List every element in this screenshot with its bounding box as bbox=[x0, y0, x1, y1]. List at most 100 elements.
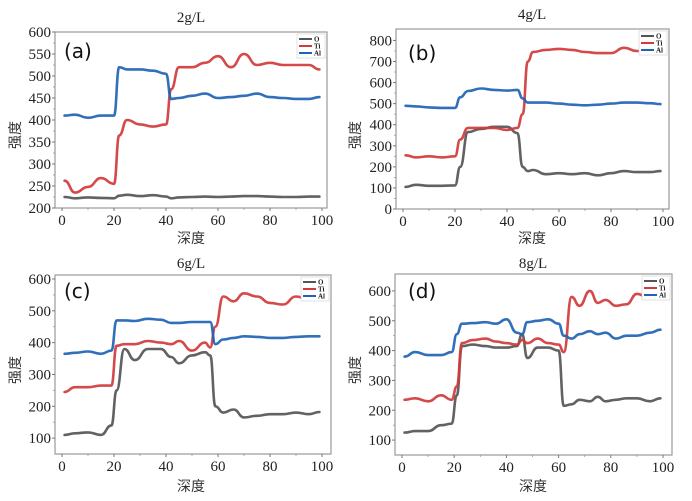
chart-title: 2g/L bbox=[177, 10, 205, 26]
y-tick-label: 400 bbox=[369, 344, 392, 360]
x-tick-label: 20 bbox=[448, 214, 463, 230]
y-ticks: 100 200 300 400 500 600 bbox=[29, 272, 55, 447]
legend-label: O bbox=[314, 36, 320, 44]
x-tick-label: 80 bbox=[263, 213, 278, 229]
x-tick-label: 20 bbox=[107, 459, 122, 475]
series-line-ti bbox=[403, 289, 662, 403]
y-tick-label: 500 bbox=[370, 97, 393, 113]
y-tick-label: 700 bbox=[370, 55, 393, 71]
x-tick-label: 100 bbox=[311, 213, 334, 229]
x-axis-label: 深度 bbox=[177, 231, 205, 247]
x-tick-label: 80 bbox=[604, 214, 619, 230]
series-line-al bbox=[63, 65, 321, 120]
y-tick-label: 600 bbox=[29, 25, 52, 41]
y-tick-label: 800 bbox=[370, 33, 393, 49]
x-ticks: 0 20 40 60 80 100 bbox=[399, 209, 674, 230]
x-tick-label: 40 bbox=[500, 214, 515, 230]
legend-label: Ti bbox=[314, 43, 321, 51]
y-tick-label: 300 bbox=[370, 139, 393, 155]
y-tick-label: 300 bbox=[29, 157, 52, 173]
panel-label: (c) bbox=[64, 279, 91, 303]
y-axis-label: 强度 bbox=[348, 356, 364, 384]
y-tick-label: 300 bbox=[369, 373, 392, 389]
x-tick-label: 0 bbox=[398, 460, 406, 476]
x-tick-label: 20 bbox=[107, 213, 122, 229]
x-axis-label: 深度 bbox=[518, 231, 546, 247]
x-tick-label: 60 bbox=[552, 214, 567, 230]
series-line-o bbox=[404, 125, 662, 189]
x-tick-label: 40 bbox=[159, 213, 174, 229]
y-tick-label: 100 bbox=[369, 433, 392, 449]
x-tick-label: 60 bbox=[211, 213, 226, 229]
y-tick-label: 200 bbox=[370, 160, 393, 176]
series-lines bbox=[404, 46, 662, 189]
x-tick-label: 80 bbox=[263, 459, 278, 475]
y-tick-label: 600 bbox=[370, 76, 393, 92]
legend-label: Ti bbox=[659, 285, 666, 293]
series-line-al bbox=[403, 318, 662, 358]
chart-title: 8g/L bbox=[519, 256, 547, 272]
series-line-o bbox=[63, 347, 321, 437]
x-tick-label: 60 bbox=[551, 460, 566, 476]
x-tick-label: 0 bbox=[58, 213, 66, 229]
series-line-al bbox=[404, 87, 662, 110]
series-line-al bbox=[63, 317, 321, 356]
series-lines bbox=[63, 52, 321, 200]
y-ticks: 100 200 300 400 500 600 bbox=[369, 284, 395, 449]
series-line-o bbox=[63, 193, 321, 200]
y-axis-label: 强度 bbox=[348, 121, 364, 149]
x-ticks: 0 20 40 60 80 100 bbox=[398, 455, 674, 476]
x-ticks: 0 20 40 60 80 100 bbox=[58, 208, 333, 229]
legend-label: Al bbox=[314, 50, 321, 58]
y-ticks: 0 100 200 300 400 500 600 700 800 bbox=[370, 33, 396, 218]
panel-c: 6g/L (c) 深度 强度 0 20 40 60 80 100 100 200 300 400… bbox=[8, 256, 333, 495]
y-tick-label: 200 bbox=[29, 399, 52, 415]
legend-label: Al bbox=[656, 47, 663, 55]
series-line-ti bbox=[63, 292, 321, 394]
panel-b: 4g/L (b) 深度 强度 0 20 40 60 80 100 0 100 200 300 40… bbox=[348, 7, 674, 247]
y-tick-label: 500 bbox=[29, 69, 52, 85]
y-tick-label: 400 bbox=[29, 113, 52, 129]
x-tick-label: 100 bbox=[311, 459, 334, 475]
y-tick-label: 500 bbox=[369, 314, 392, 330]
y-tick-label: 400 bbox=[370, 118, 393, 134]
y-tick-label: 100 bbox=[29, 431, 52, 447]
panel-d: 8g/L (d) 深度 强度 0 20 40 60 80 100 100 200 300 400… bbox=[348, 256, 674, 495]
series-line-ti bbox=[404, 46, 662, 159]
x-tick-label: 40 bbox=[159, 459, 174, 475]
x-tick-label: 60 bbox=[211, 459, 226, 475]
chart-title: 4g/L bbox=[518, 7, 546, 23]
series-lines bbox=[63, 292, 321, 437]
x-tick-label: 100 bbox=[652, 214, 675, 230]
y-tick-label: 200 bbox=[29, 201, 52, 217]
y-tick-label: 0 bbox=[385, 202, 393, 218]
y-tick-label: 600 bbox=[369, 284, 392, 300]
legend-label: O bbox=[656, 33, 662, 41]
y-axis-label: 强度 bbox=[8, 356, 24, 384]
y-tick-label: 500 bbox=[29, 304, 52, 320]
panel-label: (b) bbox=[408, 41, 436, 65]
y-tick-label: 300 bbox=[29, 367, 52, 383]
y-axis-label: 强度 bbox=[8, 121, 24, 149]
legend-label: Al bbox=[318, 293, 325, 301]
y-tick-label: 200 bbox=[369, 403, 392, 419]
legend-label: Ti bbox=[318, 286, 325, 294]
x-tick-label: 0 bbox=[58, 459, 66, 475]
y-tick-label: 250 bbox=[29, 179, 52, 195]
x-tick-label: 20 bbox=[447, 460, 462, 476]
series-line-ti bbox=[63, 52, 321, 194]
x-tick-label: 0 bbox=[399, 214, 407, 230]
y-tick-label: 600 bbox=[29, 272, 52, 288]
y-tick-label: 350 bbox=[29, 135, 52, 151]
panel-a: 2g/L (a) 深度 强度 0 20 40 60 80 100 200 250 300 350… bbox=[8, 10, 333, 247]
y-tick-label: 550 bbox=[29, 47, 52, 63]
y-tick-label: 100 bbox=[370, 181, 393, 197]
plot-frame bbox=[395, 28, 670, 210]
panel-label: (d) bbox=[408, 279, 436, 303]
legend-label: Al bbox=[659, 292, 666, 300]
x-tick-label: 80 bbox=[603, 460, 618, 476]
